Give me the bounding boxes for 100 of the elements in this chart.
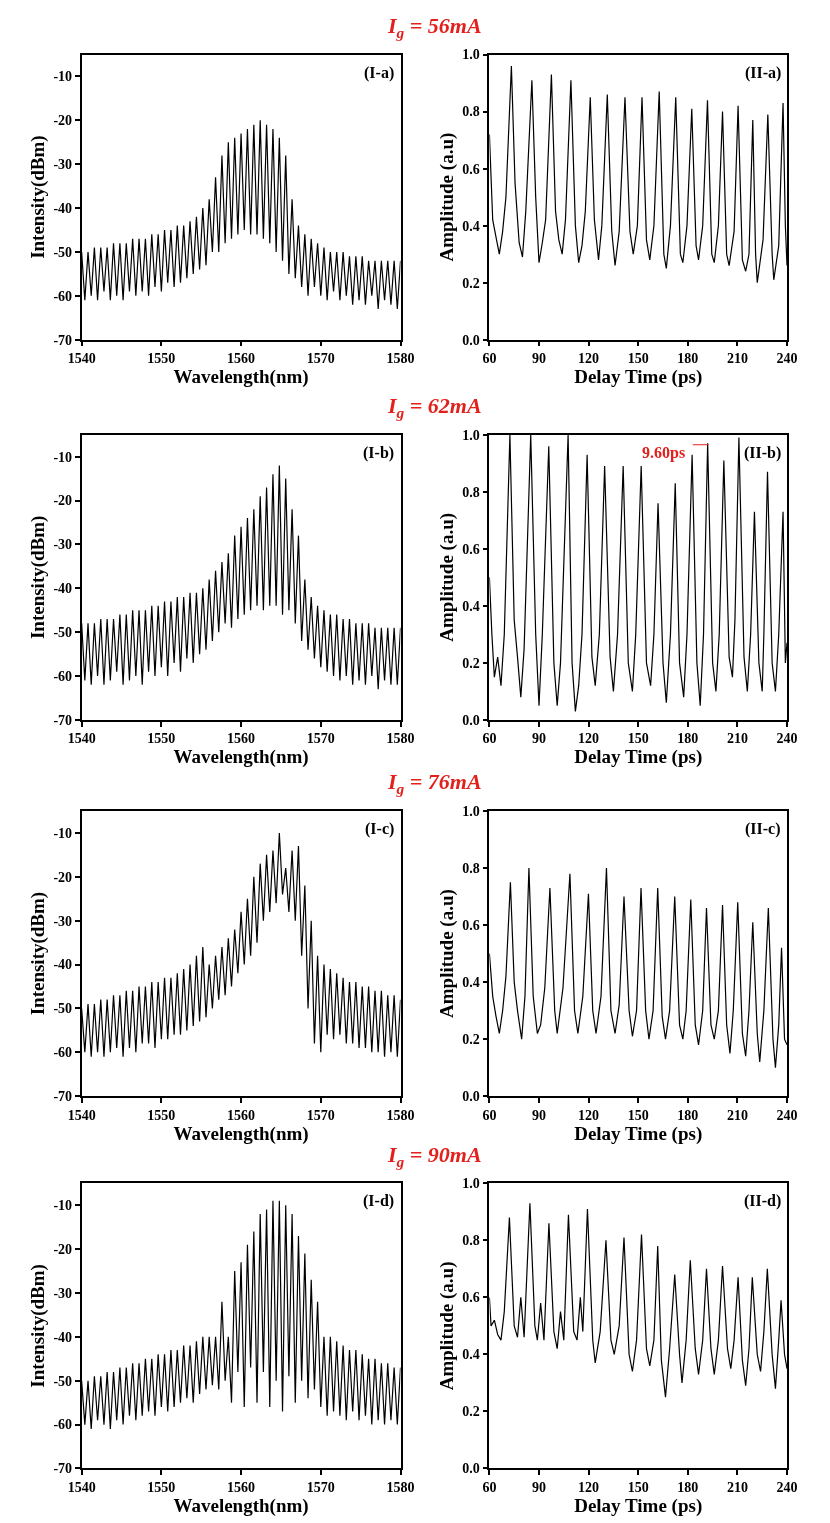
x-tick-label: 1550 <box>147 1107 176 1123</box>
x-tick-label: 1580 <box>386 1480 415 1496</box>
x-tick-label: 1570 <box>306 1480 335 1496</box>
y-axis-title: Amplitude (a.u) <box>435 1261 458 1391</box>
x-axis-title: Wavelength(nm) <box>173 366 309 389</box>
x-tick-label: 210 <box>726 351 748 367</box>
y-tick-label: 0.6 <box>462 917 480 933</box>
x-tick-label: 60 <box>482 731 497 747</box>
y-tick-label: 0.0 <box>462 1089 480 1105</box>
x-tick-label: 240 <box>776 1107 798 1123</box>
annotation: (II-d) <box>744 1192 782 1210</box>
y-tick-label: 0.8 <box>462 104 480 120</box>
x-tick-label: 240 <box>776 351 798 367</box>
y-tick-label: -60 <box>53 1417 73 1433</box>
x-tick-label: 60 <box>482 1107 497 1123</box>
y-tick-label: -10 <box>53 449 73 465</box>
chart-title: I$_{g}$ = 62mA <box>387 393 482 421</box>
x-axis-title: Wavelength(nm) <box>173 746 309 769</box>
x-tick-label: 120 <box>578 1107 600 1123</box>
x-tick-label: 240 <box>776 731 798 747</box>
y-tick-label: 0.2 <box>462 655 480 671</box>
x-tick-label: 120 <box>578 1480 600 1496</box>
y-tick-label: -20 <box>53 493 73 509</box>
x-axis-title: Delay Time (ps) <box>574 366 703 389</box>
y-tick-label: -40 <box>53 1329 73 1345</box>
y-tick-label: 0.0 <box>462 332 480 348</box>
y-tick-label: -50 <box>53 1001 73 1017</box>
y-tick-label: 0.4 <box>462 218 480 234</box>
y-tick-label: -20 <box>53 869 73 885</box>
y-tick-label: 0.0 <box>462 712 480 728</box>
x-tick-label: 1550 <box>147 351 176 367</box>
x-tick-label: 1540 <box>67 351 96 367</box>
y-tick-label: -50 <box>53 1373 73 1389</box>
x-tick-label: 120 <box>578 731 600 747</box>
x-tick-label: 1570 <box>306 1107 335 1123</box>
y-tick-label: 0.2 <box>462 275 480 291</box>
y-tick-label: -70 <box>53 712 73 728</box>
x-axis-title: Wavelength(nm) <box>173 1122 309 1145</box>
y-tick-label: -60 <box>53 288 73 304</box>
y-tick-label: -40 <box>53 200 73 216</box>
annotation: (I-a) <box>364 64 395 82</box>
x-tick-label: 1580 <box>386 1107 415 1123</box>
y-tick-label: 0.2 <box>462 1404 480 1420</box>
y-tick-label: 1.0 <box>462 1176 480 1192</box>
x-tick-label: 1550 <box>147 731 176 747</box>
y-tick-label: -70 <box>53 1461 73 1477</box>
x-tick-label: 120 <box>578 351 600 367</box>
x-tick-label: 180 <box>677 351 699 367</box>
y-tick-label: -50 <box>53 244 73 260</box>
y-tick-label: -60 <box>53 668 73 684</box>
x-tick-label: 1540 <box>67 1480 96 1496</box>
x-tick-label: 60 <box>482 351 497 367</box>
y-axis-title: Amplitude (a.u) <box>435 889 458 1018</box>
x-axis-title: Delay Time (ps) <box>574 1122 703 1145</box>
annotation: (I-d) <box>363 1192 395 1210</box>
y-tick-label: 0.8 <box>462 860 480 876</box>
y-tick-label: 0.6 <box>462 1290 480 1306</box>
x-tick-label: 180 <box>677 731 699 747</box>
x-tick-label: 180 <box>677 1107 699 1123</box>
y-axis-title: Amplitude (a.u) <box>435 512 458 642</box>
x-tick-label: 1560 <box>227 731 256 747</box>
y-tick-label: 0.0 <box>462 1461 480 1477</box>
y-tick-label: 0.4 <box>462 975 480 990</box>
y-tick-label: -10 <box>53 825 73 841</box>
y-tick-label: -10 <box>53 69 73 85</box>
chart-title: I$_{g}$ = 76mA <box>387 769 482 797</box>
y-tick-label: -10 <box>53 1198 73 1214</box>
x-tick-label: 210 <box>726 1107 748 1123</box>
x-tick-label: 240 <box>776 1480 798 1496</box>
y-tick-label: 0.8 <box>462 484 480 500</box>
annotation: (I-b) <box>363 444 395 462</box>
y-tick-label: 1.0 <box>462 427 480 443</box>
x-tick-label: 210 <box>726 731 748 747</box>
x-axis-title: Delay Time (ps) <box>574 746 703 769</box>
y-tick-label: 1.0 <box>462 47 480 63</box>
x-tick-label: 1560 <box>227 1480 256 1496</box>
y-tick-label: -20 <box>53 1242 73 1258</box>
y-axis-title: Amplitude (a.u) <box>435 132 458 262</box>
x-tick-label: 150 <box>627 1107 649 1123</box>
chart-title: I$_{g}$ = 90mA <box>387 1142 482 1170</box>
annotation: (II-a) <box>745 64 782 82</box>
y-tick-label: 0.8 <box>462 1233 480 1249</box>
x-tick-label: 1540 <box>67 731 96 747</box>
x-axis-title: Wavelength(nm) <box>173 1495 309 1518</box>
annotation: (II-c) <box>745 820 781 838</box>
y-tick-label: -30 <box>53 157 73 173</box>
y-tick-label: 0.6 <box>462 541 480 557</box>
y-tick-label: -40 <box>53 581 73 597</box>
x-tick-label: 150 <box>627 731 649 747</box>
x-tick-label: 1570 <box>306 731 335 747</box>
x-tick-label: 150 <box>627 1480 649 1496</box>
y-tick-label: -30 <box>53 1285 73 1301</box>
x-tick-label: 1580 <box>386 731 415 747</box>
annotation: (I-c) <box>365 820 395 838</box>
y-tick-label: -50 <box>53 625 73 641</box>
x-tick-label: 60 <box>482 1480 497 1496</box>
y-tick-label: -20 <box>53 113 73 129</box>
y-tick-label: 0.6 <box>462 161 480 177</box>
y-tick-label: -30 <box>53 913 73 929</box>
y-axis-title: Intensity(dBm) <box>26 891 49 1016</box>
